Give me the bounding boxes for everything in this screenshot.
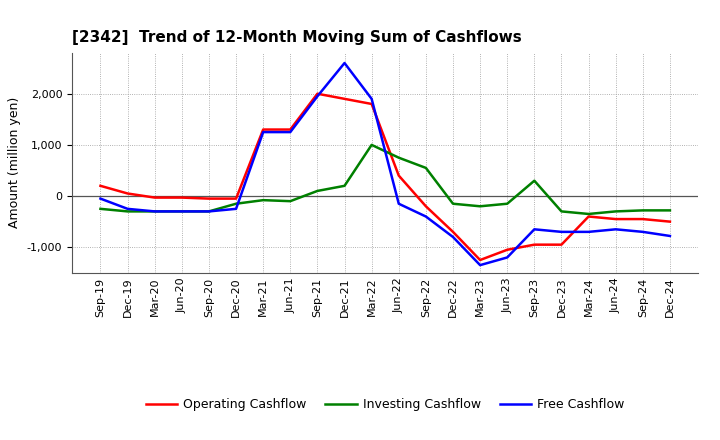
Investing Cashflow — [530, 178, 539, 183]
Investing Cashflow — [123, 209, 132, 214]
Operating Cashflow — [232, 196, 240, 201]
Free Cashflow — [395, 201, 403, 206]
Investing Cashflow — [665, 208, 674, 213]
Investing Cashflow — [286, 198, 294, 204]
Investing Cashflow — [395, 155, 403, 160]
Investing Cashflow — [449, 201, 457, 206]
Free Cashflow — [178, 209, 186, 214]
Operating Cashflow — [341, 96, 349, 102]
Operating Cashflow — [286, 127, 294, 132]
Free Cashflow — [150, 209, 159, 214]
Operating Cashflow — [557, 242, 566, 247]
Investing Cashflow — [204, 209, 213, 214]
Line: Investing Cashflow: Investing Cashflow — [101, 145, 670, 214]
Free Cashflow — [530, 227, 539, 232]
Free Cashflow — [611, 227, 620, 232]
Operating Cashflow — [313, 91, 322, 96]
Investing Cashflow — [476, 204, 485, 209]
Free Cashflow — [639, 229, 647, 235]
Free Cashflow — [503, 255, 511, 260]
Operating Cashflow — [449, 229, 457, 235]
Investing Cashflow — [96, 206, 105, 212]
Line: Operating Cashflow: Operating Cashflow — [101, 94, 670, 260]
Operating Cashflow — [476, 257, 485, 263]
Free Cashflow — [123, 206, 132, 212]
Operating Cashflow — [96, 183, 105, 188]
Investing Cashflow — [341, 183, 349, 188]
Investing Cashflow — [178, 209, 186, 214]
Operating Cashflow — [503, 247, 511, 253]
Free Cashflow — [449, 235, 457, 240]
Investing Cashflow — [611, 209, 620, 214]
Free Cashflow — [232, 206, 240, 212]
Legend: Operating Cashflow, Investing Cashflow, Free Cashflow: Operating Cashflow, Investing Cashflow, … — [141, 393, 629, 416]
Operating Cashflow — [204, 196, 213, 201]
Investing Cashflow — [421, 165, 430, 171]
Operating Cashflow — [367, 101, 376, 106]
Investing Cashflow — [232, 201, 240, 206]
Free Cashflow — [286, 129, 294, 135]
Investing Cashflow — [150, 209, 159, 214]
Investing Cashflow — [367, 142, 376, 147]
Investing Cashflow — [313, 188, 322, 194]
Text: [2342]  Trend of 12-Month Moving Sum of Cashflows: [2342] Trend of 12-Month Moving Sum of C… — [72, 29, 522, 45]
Investing Cashflow — [503, 201, 511, 206]
Operating Cashflow — [178, 195, 186, 200]
Free Cashflow — [259, 129, 268, 135]
Operating Cashflow — [123, 191, 132, 196]
Y-axis label: Amount (million yen): Amount (million yen) — [8, 97, 21, 228]
Operating Cashflow — [611, 216, 620, 222]
Free Cashflow — [313, 94, 322, 99]
Operating Cashflow — [584, 214, 593, 219]
Operating Cashflow — [665, 219, 674, 224]
Free Cashflow — [476, 263, 485, 268]
Operating Cashflow — [150, 195, 159, 200]
Free Cashflow — [557, 229, 566, 235]
Investing Cashflow — [584, 211, 593, 216]
Operating Cashflow — [421, 204, 430, 209]
Investing Cashflow — [639, 208, 647, 213]
Free Cashflow — [204, 209, 213, 214]
Operating Cashflow — [639, 216, 647, 222]
Investing Cashflow — [557, 209, 566, 214]
Line: Free Cashflow: Free Cashflow — [101, 63, 670, 265]
Free Cashflow — [367, 96, 376, 102]
Free Cashflow — [584, 229, 593, 235]
Free Cashflow — [341, 60, 349, 66]
Operating Cashflow — [259, 127, 268, 132]
Free Cashflow — [665, 233, 674, 238]
Operating Cashflow — [530, 242, 539, 247]
Free Cashflow — [96, 196, 105, 201]
Free Cashflow — [421, 214, 430, 219]
Investing Cashflow — [259, 198, 268, 203]
Operating Cashflow — [395, 173, 403, 178]
